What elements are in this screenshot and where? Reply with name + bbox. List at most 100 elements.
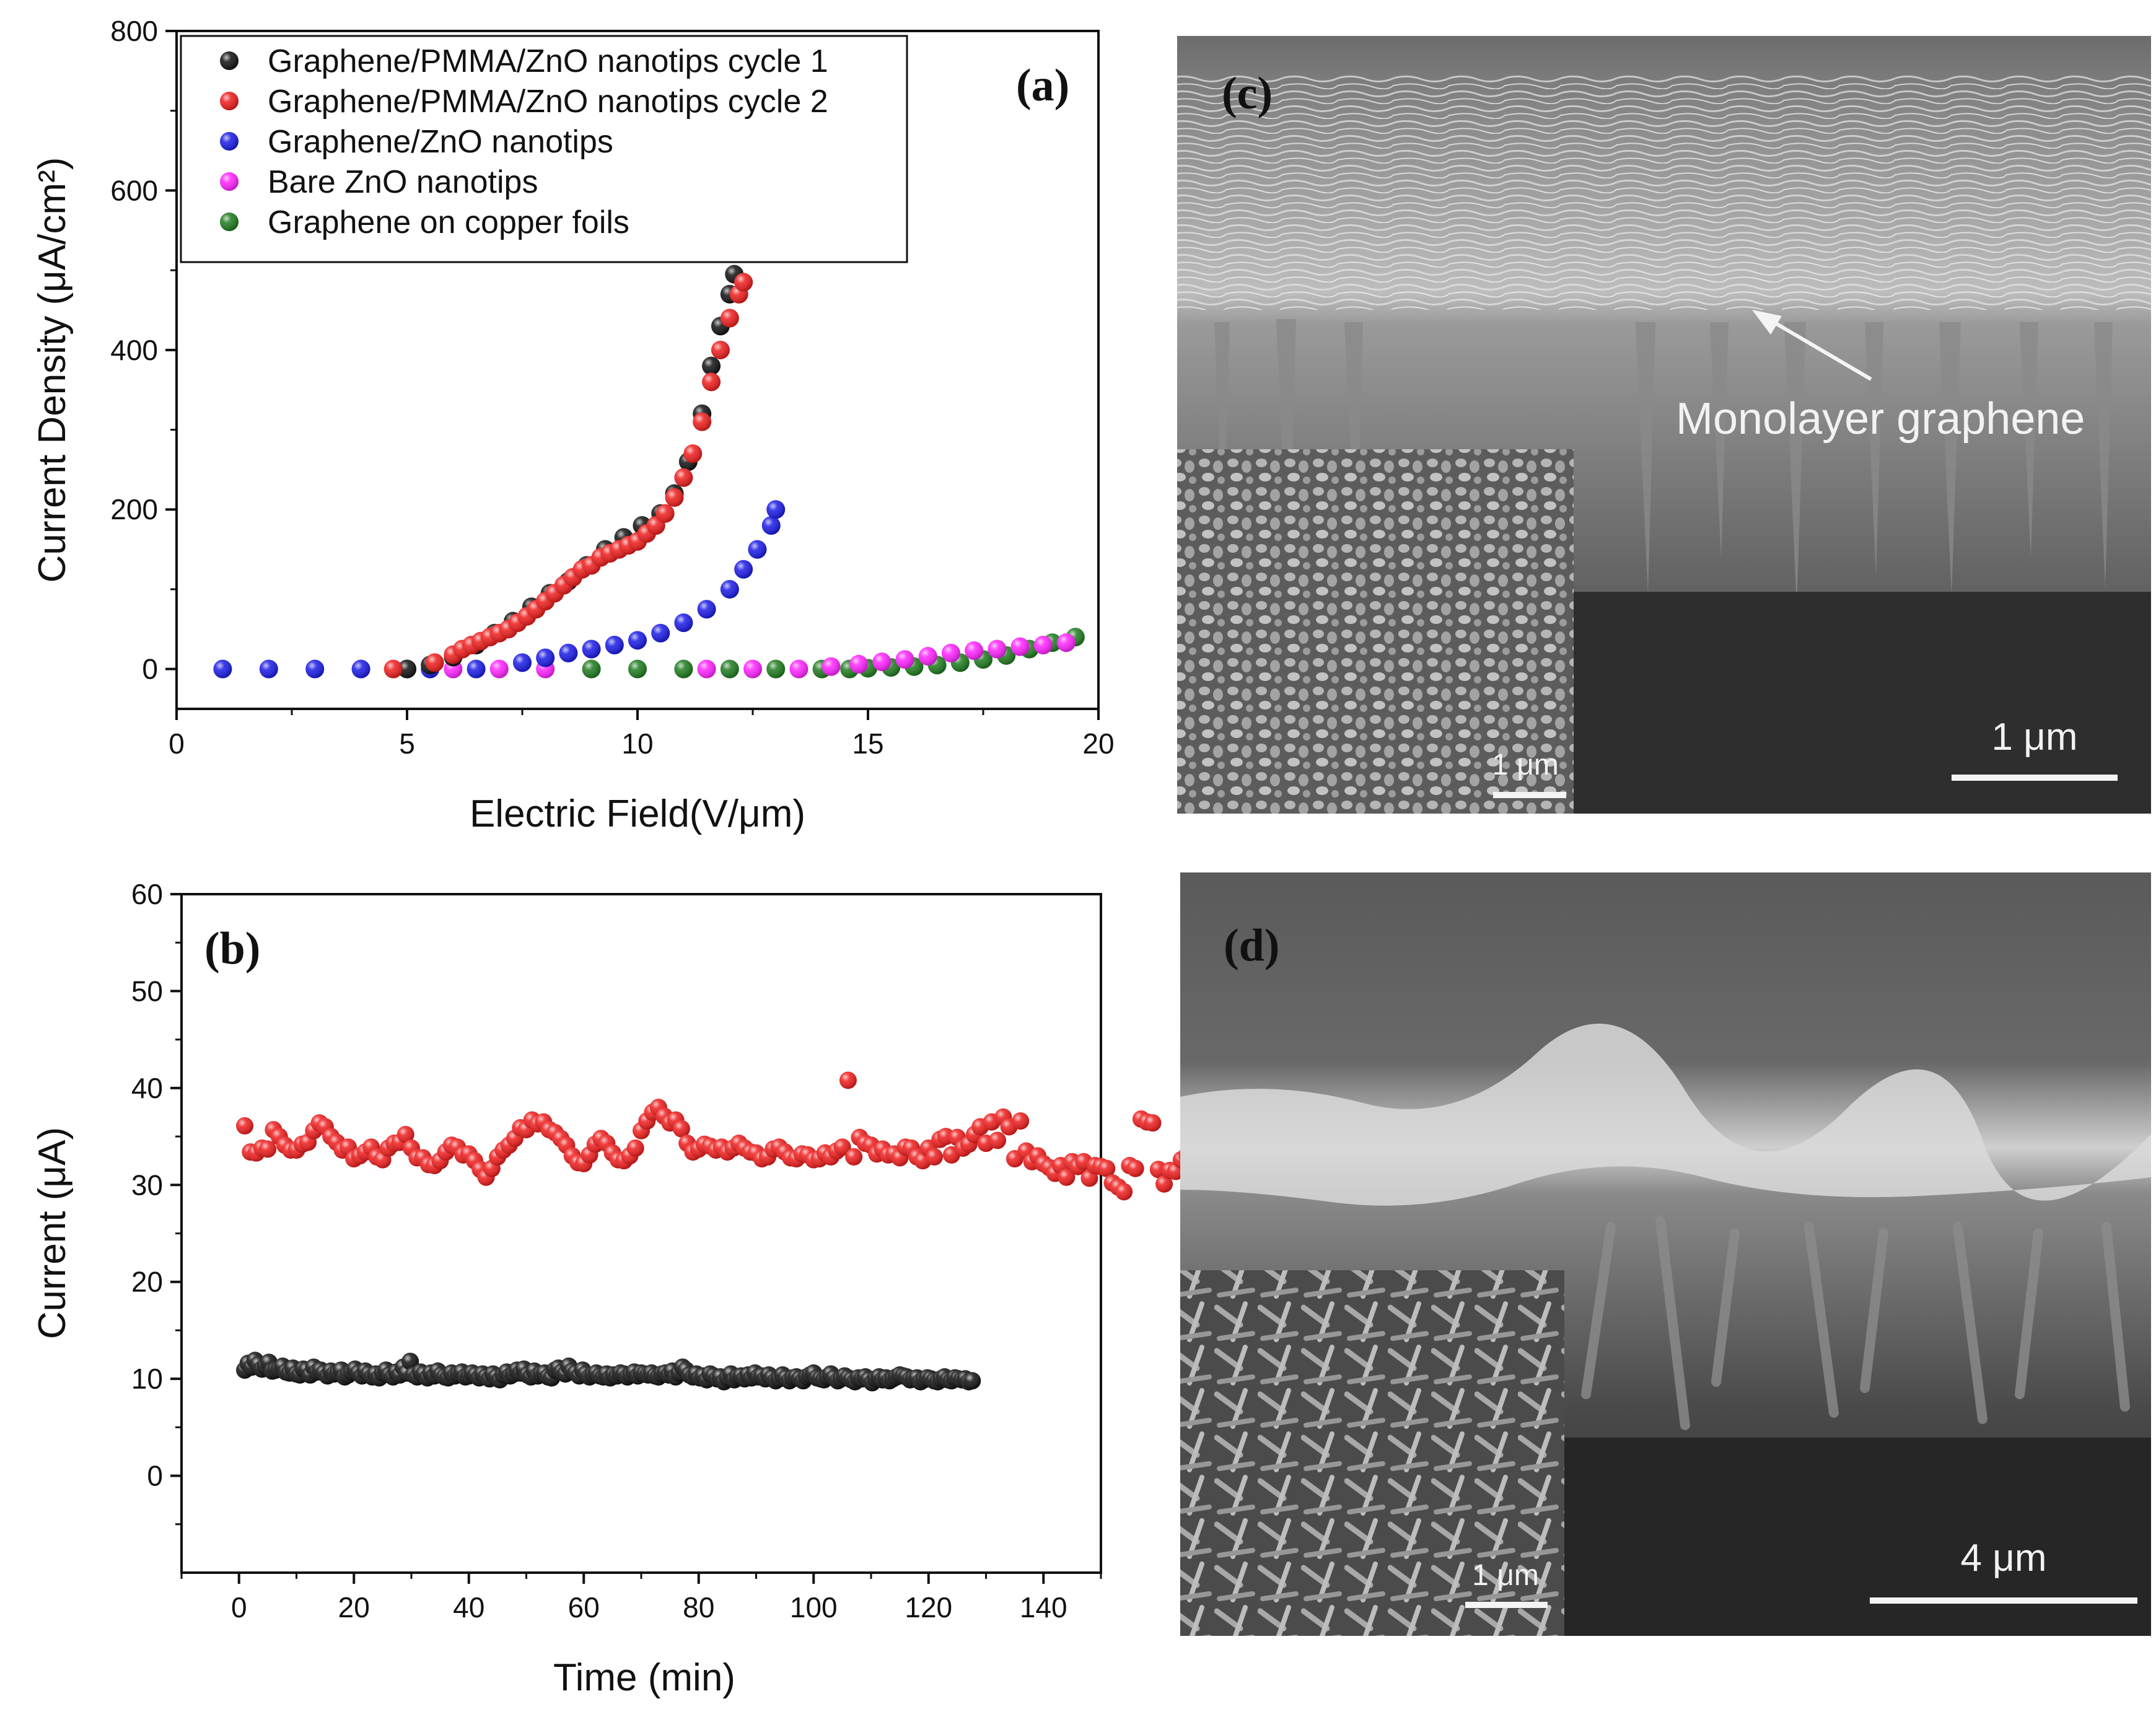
chart-a-point-cycle2-shade xyxy=(693,412,712,431)
sem-d-graphene-sheet xyxy=(1180,1024,2151,1206)
chart-b-x-tick-label: 100 xyxy=(790,1591,838,1623)
chart-a-legend-marker-bare_zno-shade xyxy=(220,172,239,191)
chart-a-x-axis-label: Electric Field(V/μm) xyxy=(470,793,805,835)
chart-a-point-graphene_zno-shade xyxy=(761,516,781,535)
chart-a-point-graphene_zno xyxy=(582,639,601,659)
chart-b-point-cycle2 xyxy=(1098,1159,1116,1177)
chart-b-y-tick-label: 10 xyxy=(131,1363,163,1395)
chart-b-point-cycle2 xyxy=(926,1148,944,1166)
chart-a-legend-label: Graphene/PMMA/ZnO nanotips cycle 2 xyxy=(268,84,828,120)
chart-a-point-graphene_zno-shade xyxy=(259,659,278,679)
chart-b-point-cycle2-shade xyxy=(1012,1112,1030,1130)
chart-a-points xyxy=(213,265,1085,679)
chart-a-legend-label: Graphene/ZnO nanotips xyxy=(268,124,613,160)
chart-b-point-cycle2 xyxy=(1155,1175,1173,1193)
chart-a-point-cycle2 xyxy=(383,659,403,679)
chart-a-point-bare_zno xyxy=(822,657,841,676)
chart-a-point-bare_zno-shade xyxy=(872,652,892,672)
chart-b-point-cycle2-shade xyxy=(1155,1175,1173,1193)
chart-a-point-bare_zno-shade xyxy=(941,643,960,662)
chart-a-point-graphene_zno-shade xyxy=(351,659,370,679)
chart-a-y-tick-label: 200 xyxy=(110,493,158,525)
chart-b-point-cycle2 xyxy=(1115,1183,1133,1201)
chart-a-point-graphene_zno-shade xyxy=(697,600,716,619)
chart-a-legend-marker-bare_zno xyxy=(220,172,239,191)
sem-d-inset xyxy=(1180,1270,1564,1636)
chart-a-point-bare_zno-shade xyxy=(895,650,914,669)
chart-b-point-cycle2-shade xyxy=(626,1139,644,1157)
chart-a-point-graphene_zno xyxy=(351,659,370,679)
chart-a-point-cycle2-shade xyxy=(683,444,703,463)
sem-d-nanotips xyxy=(1581,1216,2130,1430)
chart-a-y-tick-label: 800 xyxy=(110,15,158,47)
sem-c-inset xyxy=(1177,449,1574,814)
chart-a-legend-box xyxy=(180,35,908,263)
chart-b-point-cycle2-shade xyxy=(259,1140,277,1158)
chart-a-point-graphene_cu-shade xyxy=(720,659,739,679)
chart-a-point-graphene_zno xyxy=(720,579,739,599)
sem-c-main-scale-label: 1 μm xyxy=(1991,716,2077,758)
sem-d-main-scale-label: 4 μm xyxy=(1960,1537,2046,1579)
chart-a-point-graphene_zno xyxy=(674,613,693,632)
chart-a-point-bare_zno xyxy=(1010,637,1030,656)
chart-a-point-graphene_zno-shade xyxy=(559,643,578,662)
chart-b-panel-label: (b) xyxy=(204,923,260,974)
chart-b-y-axis-label: Current (μA) xyxy=(31,1127,74,1339)
chart-a-legend-marker-cycle2-shade xyxy=(220,92,239,110)
chart-a-point-cycle2 xyxy=(693,412,712,431)
chart-b-point-cycle2-shade xyxy=(1058,1168,1076,1186)
chart-a-legend-marker-cycle1 xyxy=(220,51,239,70)
chart-a-point-graphene_cu-shade xyxy=(582,659,601,679)
chart-a-point-graphene_zno-shade xyxy=(536,648,555,667)
sem-d-substrate xyxy=(1564,1438,2151,1636)
chart-b-point-cycle2-shade xyxy=(397,1125,414,1143)
chart-b-point-cycle2-shade xyxy=(833,1138,851,1156)
chart-a-point-cycle2 xyxy=(720,309,739,328)
chart-a-point-cycle1 xyxy=(702,356,721,376)
chart-a-point-bare_zno-shade xyxy=(697,659,716,679)
chart-a-point-bare_zno xyxy=(918,647,937,666)
chart-a-point-graphene_zno-shade xyxy=(748,540,767,559)
chart-b-point-cycle2-shade xyxy=(926,1148,944,1166)
chart-b-y-tick-label: 0 xyxy=(147,1460,163,1492)
chart-a-x-tick-label: 20 xyxy=(1082,727,1114,760)
chart-b-point-cycle2 xyxy=(1126,1159,1144,1177)
chart-a-point-bare_zno xyxy=(988,639,1007,659)
chart-a-point-graphene_zno-shade xyxy=(720,579,739,599)
chart-a-point-bare_zno-shade xyxy=(849,654,869,674)
chart-a-point-cycle2 xyxy=(425,653,444,672)
chart-a-point-bare_zno-shade xyxy=(988,639,1007,659)
chart-b-point-cycle1 xyxy=(963,1372,981,1390)
chart-b-y-tick-label: 30 xyxy=(131,1169,163,1201)
sem-c-inset-scale-label: 1 μm xyxy=(1492,749,1559,781)
chart-b-point-cycle2 xyxy=(236,1117,254,1135)
sem-image-c: Monolayer graphene 1 μm 1 μm (c) xyxy=(1177,36,2151,814)
chart-a-point-graphene_zno xyxy=(761,516,781,535)
chart-b-point-cycle2 xyxy=(845,1148,863,1166)
sem-c-graphene-layers xyxy=(1177,74,2151,310)
chart-a-point-graphene_zno-shade xyxy=(628,631,647,650)
chart-a-point-bare_zno xyxy=(489,659,509,679)
chart-a-point-cycle2 xyxy=(711,340,730,359)
chart-b-point-cycle2 xyxy=(1012,1112,1030,1130)
chart-a-y-axis-label: Current Density (μA/cm²) xyxy=(31,157,74,583)
chart-a-x-tick-label: 0 xyxy=(169,727,185,760)
chart-a-point-cycle1 xyxy=(398,659,416,679)
chart-b-x-tick-label: 120 xyxy=(905,1591,952,1623)
chart-b-x-tick-label: 20 xyxy=(338,1591,370,1623)
chart-a-point-graphene_cu xyxy=(628,659,647,679)
chart-a-point-cycle2-shade xyxy=(720,309,739,328)
chart-a-point-graphene_zno xyxy=(305,659,325,679)
sem-c-panel-label: (c) xyxy=(1222,68,1273,119)
chart-a-point-graphene_zno-shade xyxy=(213,659,232,679)
chart-a-point-cycle2 xyxy=(734,273,753,292)
chart-b-point-cycle2 xyxy=(626,1139,644,1157)
chart-a-point-bare_zno-shade xyxy=(822,657,841,676)
chart-a-point-bare_zno-shade xyxy=(789,659,809,679)
chart-a-point-graphene_zno xyxy=(734,560,753,579)
chart-a-point-graphene_zno-shade xyxy=(734,560,753,579)
chart-a-y-tick-label: 600 xyxy=(110,174,158,206)
chart-a-point-graphene_zno xyxy=(513,653,532,672)
chart-a-point-graphene_zno xyxy=(259,659,278,679)
chart-a-point-bare_zno xyxy=(1056,633,1076,652)
